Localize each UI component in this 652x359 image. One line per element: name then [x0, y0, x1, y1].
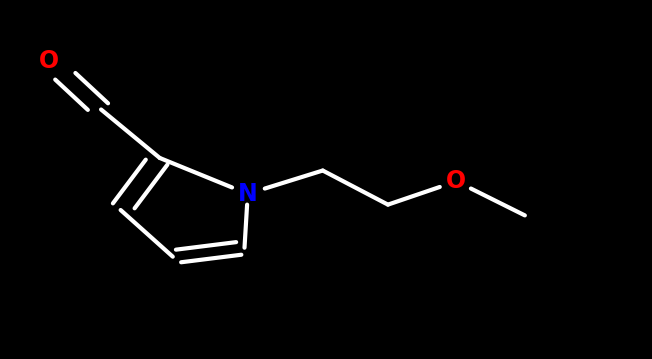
Text: O: O — [447, 169, 466, 193]
Text: N: N — [238, 182, 258, 206]
Text: O: O — [39, 49, 59, 73]
